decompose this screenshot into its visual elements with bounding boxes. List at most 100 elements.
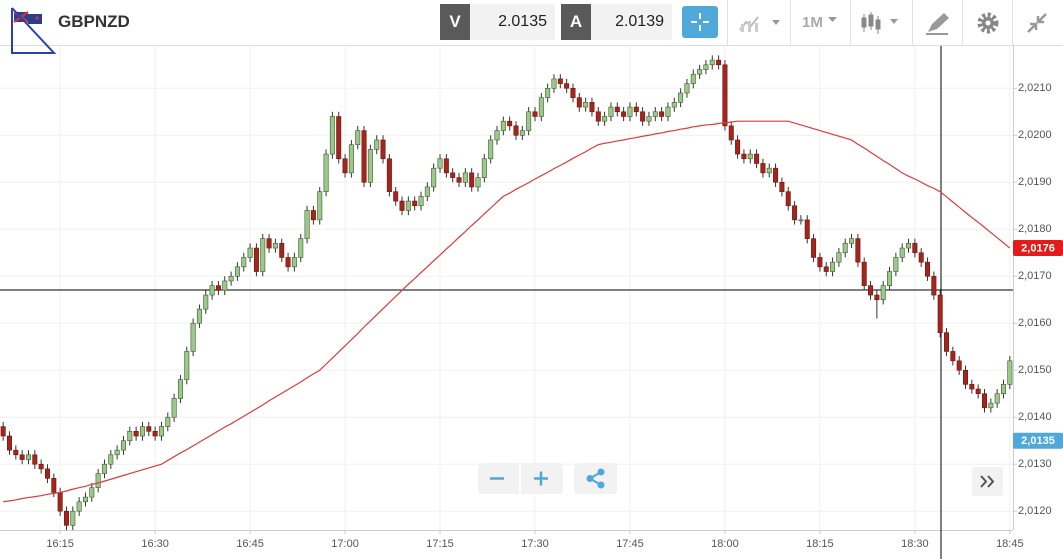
- candle-body: [545, 87, 551, 98]
- candle-body: [830, 261, 836, 272]
- candle-body: [437, 158, 443, 169]
- toolbar: GBPNZD V 2.0135 A 2.0139 1M: [0, 0, 1063, 54]
- candle-body: [355, 130, 361, 145]
- candle-body: [855, 238, 861, 263]
- zoom-icons: [490, 463, 548, 494]
- candle-body: [912, 243, 918, 254]
- candle-body: [716, 59, 722, 66]
- x-tick-label: 17:45: [616, 538, 644, 550]
- candle-body: [678, 92, 684, 103]
- candle-body: [304, 210, 310, 239]
- x-tick-label: 16:45: [236, 538, 264, 550]
- y-tick-label: 2,0130: [1018, 458, 1052, 470]
- candle-body: [538, 97, 544, 117]
- y-tick-label: 2,0190: [1018, 176, 1052, 188]
- separator: [962, 0, 963, 45]
- candle-body: [310, 210, 316, 221]
- scroll-to-end-button[interactable]: [972, 467, 1003, 496]
- x-tick-label: 17:00: [331, 538, 359, 550]
- candle-body: [247, 247, 253, 258]
- candle-body: [861, 261, 867, 286]
- candle-body: [450, 172, 456, 178]
- candle-body: [380, 139, 386, 160]
- timeframe[interactable]: 1M: [802, 14, 823, 31]
- candle-body: [279, 243, 285, 258]
- candle-body: [475, 177, 481, 188]
- candle-body: [728, 125, 734, 141]
- candle-body: [918, 252, 924, 263]
- candle-body: [386, 158, 392, 192]
- candle-body: [165, 416, 171, 427]
- candle-body: [608, 106, 614, 117]
- candle-body: [89, 487, 95, 498]
- candle-style-button[interactable]: [860, 10, 904, 36]
- candle-body: [950, 351, 956, 362]
- draw-button[interactable]: [924, 10, 952, 36]
- candle-body: [697, 69, 703, 75]
- candle-body: [779, 181, 785, 192]
- candle-body: [399, 200, 405, 211]
- candle-body: [431, 167, 437, 188]
- chart-type-button[interactable]: [738, 12, 784, 34]
- candle-body: [298, 238, 304, 258]
- candle-body: [139, 426, 145, 437]
- candle-body: [469, 172, 475, 188]
- price-label: 2,0176: [1021, 242, 1055, 254]
- candle-body: [849, 238, 855, 244]
- candle-body: [101, 463, 107, 474]
- x-tick-label: 16:15: [46, 538, 74, 550]
- candle-body: [374, 139, 380, 150]
- candle-body: [526, 111, 532, 131]
- separator: [912, 0, 913, 45]
- candle-body: [336, 116, 342, 160]
- bid-label: V: [440, 4, 470, 40]
- candle-body: [874, 294, 880, 301]
- x-tick-label: 18:15: [806, 538, 834, 550]
- candle-body: [234, 266, 240, 277]
- candle-body: [994, 393, 1000, 404]
- candle-body: [418, 196, 424, 207]
- candle-body: [63, 510, 69, 526]
- candle-body: [773, 167, 779, 183]
- candle-body: [621, 111, 627, 117]
- candle-body: [158, 426, 164, 437]
- separator: [727, 0, 728, 45]
- candle-body: [488, 139, 494, 160]
- candle-body: [817, 257, 823, 268]
- bid-price[interactable]: 2.0135: [470, 4, 555, 40]
- candle-body: [57, 492, 63, 512]
- zoom-in[interactable]: [534, 471, 548, 486]
- ask-price[interactable]: 2.0139: [591, 4, 672, 40]
- candle-body: [6, 435, 12, 451]
- collapse-button[interactable]: [1024, 10, 1050, 36]
- candle-body: [887, 271, 893, 286]
- candle-body: [241, 257, 247, 268]
- candle-body: [456, 177, 462, 183]
- candle-body: [785, 191, 791, 207]
- y-tick-label: 2,0170: [1018, 270, 1052, 282]
- candle-body: [260, 238, 266, 272]
- candle-body: [342, 158, 348, 174]
- candle-body: [519, 130, 525, 136]
- candle-body: [500, 120, 506, 131]
- candle-body: [291, 257, 297, 268]
- candle-body: [424, 186, 430, 197]
- x-tick-label: 18:45: [996, 538, 1024, 550]
- candle-body: [133, 431, 139, 437]
- y-tick-label: 2,0210: [1018, 82, 1052, 94]
- settings-button[interactable]: [975, 10, 1001, 36]
- candle-body: [931, 275, 937, 296]
- candle-body: [1007, 360, 1013, 385]
- candle-body: [13, 449, 19, 456]
- candle-body: [564, 83, 570, 89]
- candle-body: [348, 144, 354, 174]
- candle-body: [792, 205, 798, 221]
- crosshair-button[interactable]: [682, 6, 718, 38]
- candle-body: [196, 308, 202, 324]
- candle-body: [228, 275, 234, 282]
- y-tick-label: 2,0160: [1018, 317, 1052, 329]
- share-button[interactable]: [574, 463, 617, 494]
- candle-body: [494, 130, 500, 141]
